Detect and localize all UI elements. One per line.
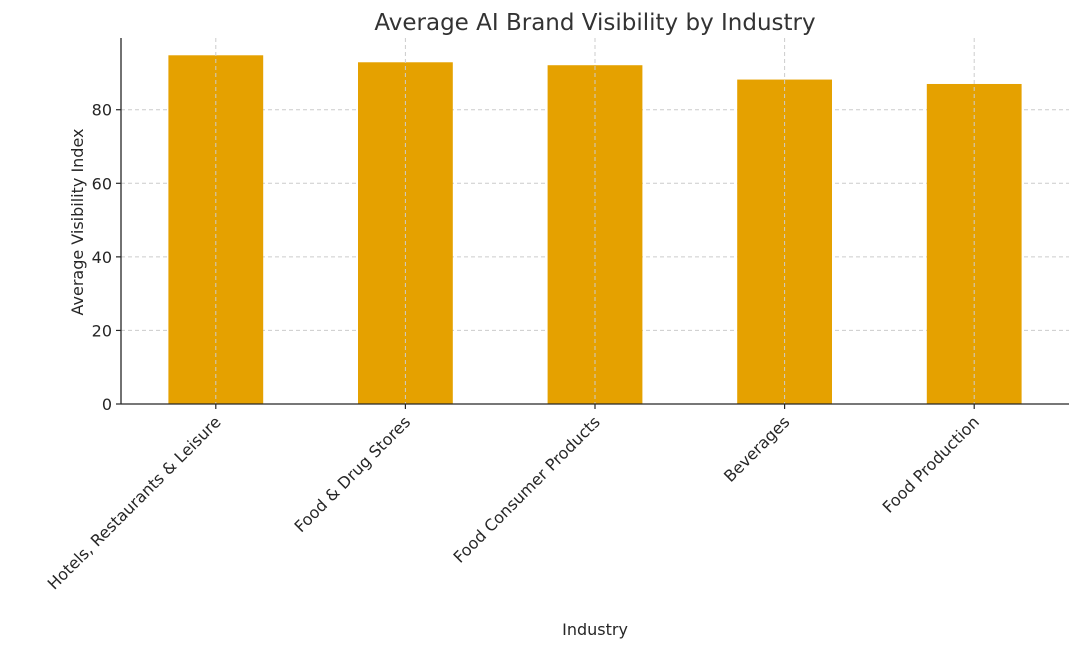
y-tick-label: 40 <box>92 248 112 267</box>
y-tick-label: 80 <box>92 101 112 120</box>
x-tick-label: Food Consumer Products <box>450 412 604 566</box>
x-tick-label: Beverages <box>720 412 793 485</box>
bar-2 <box>358 62 453 405</box>
y-tick-label: 20 <box>92 321 112 340</box>
chart-title: Average AI Brand Visibility by Industry <box>374 10 815 36</box>
y-axis-title: Average Visibility Index <box>68 129 87 316</box>
y-tick-label: 60 <box>92 174 112 193</box>
x-tick-label: Hotels, Restaurants & Leisure <box>44 412 225 593</box>
x-axis-title: Industry <box>562 620 628 639</box>
x-tick-label: Food Production <box>879 412 983 516</box>
grid-layer <box>121 109 1069 331</box>
y-tick-label: 0 <box>102 395 112 414</box>
vertical-grid-layer <box>215 38 975 404</box>
x-tick-label: Food & Drug Stores <box>291 412 415 536</box>
bars-layer <box>168 55 1022 405</box>
